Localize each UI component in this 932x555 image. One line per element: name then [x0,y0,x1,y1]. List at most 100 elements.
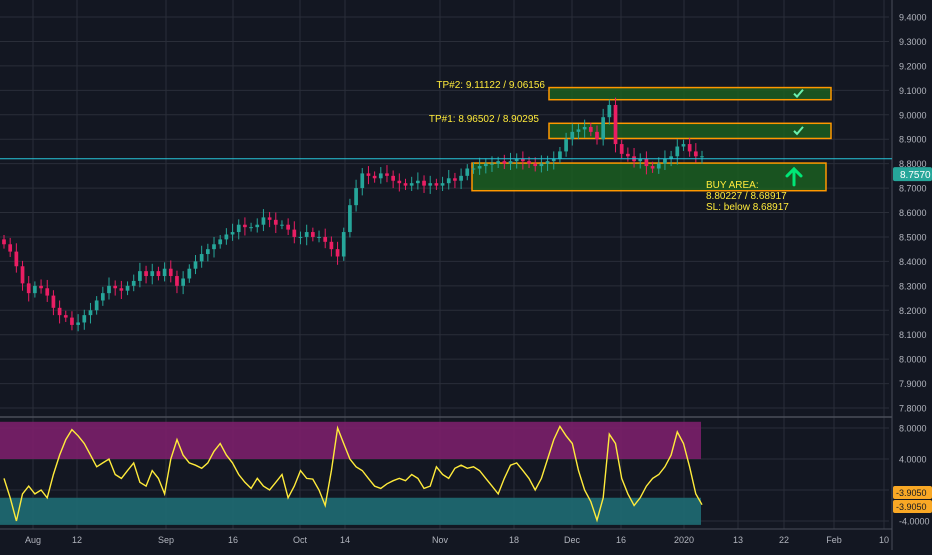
candle-body [131,280,136,286]
y-tick-label: 8.1000 [899,330,927,340]
candle-body [483,163,488,167]
y-tick-label: 8.3000 [899,281,927,291]
candle-body [644,158,649,167]
x-tick-label: 13 [733,535,743,545]
candle-body [687,144,692,152]
candle-body [527,161,531,164]
candle-body [51,295,56,308]
candle-body [397,180,402,184]
candle-body [521,158,525,162]
candle-body [366,173,371,176]
candle-body [286,224,290,230]
candle-body [613,104,618,145]
candle-body [422,180,426,186]
x-tick-label: Dec [564,535,581,545]
candle-body [156,271,161,277]
candle-body [496,161,501,164]
x-tick-label: 12 [72,535,82,545]
candle-body [335,249,340,257]
candle-body [619,144,624,154]
candle-body [20,266,25,284]
candle-body [243,224,247,228]
stop-loss-label: SL: below 8.68917 [706,202,789,213]
buy-arrow-up-icon [785,166,803,187]
candle-body [638,158,643,162]
candle-body [329,241,334,250]
y-tick-label: 8.8000 [899,159,927,169]
candle-body [63,315,68,318]
x-tick-label: Oct [293,535,308,545]
candle-body [378,173,383,179]
candle-body [267,217,272,220]
candle-body [39,285,43,289]
candle-body [107,285,111,294]
candle-body [391,175,396,181]
candle-body [14,251,19,267]
x-tick-label: Nov [432,535,449,545]
annotation-group: TP#2: 9.11122 / 9.06156 TP#1: 8.96502 / … [429,80,789,213]
candle-body [168,268,173,277]
candle-body [125,285,130,291]
candle-body [76,322,80,325]
candle-body [150,271,155,277]
y-tick-label: 8.6000 [899,208,927,218]
oscillator-layer [3,424,703,523]
candle-body [187,268,192,279]
candle-body [656,163,661,169]
candle-body [663,158,667,164]
candle-body [558,151,562,159]
candle-body [317,236,321,238]
candle-body [502,161,507,164]
y-tick-label: 8.9000 [899,135,927,145]
buy-area-range: 8.80227 / 8.68917 [706,191,787,202]
y-tick-label: 8.7000 [899,184,927,194]
candles-layer [2,97,704,332]
candle-body [477,166,482,169]
candle-body [533,163,538,167]
candle-body [446,178,451,184]
price-badge: 8.7570 [893,167,932,182]
overlays-layer [0,88,892,187]
candle-body [2,239,6,245]
osc-y-tick-label: 8.0000 [899,424,927,434]
zones-layer [0,86,832,525]
buy-area-box [471,162,827,192]
candle-body [94,300,99,311]
candle-body [205,249,210,255]
candle-body [551,158,556,162]
candle-body [564,139,568,152]
x-tick-label: 14 [340,535,350,545]
tp1-label: TP#1: 8.96502 / 8.90295 [429,114,540,125]
x-tick-label: Sep [158,535,174,545]
candle-body [545,161,550,164]
candle-body [26,283,31,294]
candle-body [230,232,235,235]
candle-body [595,131,599,140]
candle-body [144,271,148,277]
candle-body [175,276,179,286]
oscillator-line [3,424,703,523]
candle-body [428,183,433,186]
osc-lower-zone [0,497,701,525]
candle-body [82,315,87,323]
candle-body [459,175,463,181]
candle-body [539,163,544,167]
candle-body [224,234,229,240]
y-tick-label: 9.1000 [899,86,927,96]
candle-body [236,224,241,233]
candle-body [700,156,704,158]
candle-body [273,219,278,225]
candle-body [70,317,74,325]
x-tick-label: 16 [228,535,238,545]
candle-body [601,117,606,140]
candle-body [354,188,358,206]
tp2-box [548,86,832,101]
candle-body [675,146,680,157]
candle-body [199,254,204,262]
candle-body [292,229,297,237]
candle-body [348,205,352,233]
candle-body [434,183,439,186]
candle-body [490,163,494,165]
